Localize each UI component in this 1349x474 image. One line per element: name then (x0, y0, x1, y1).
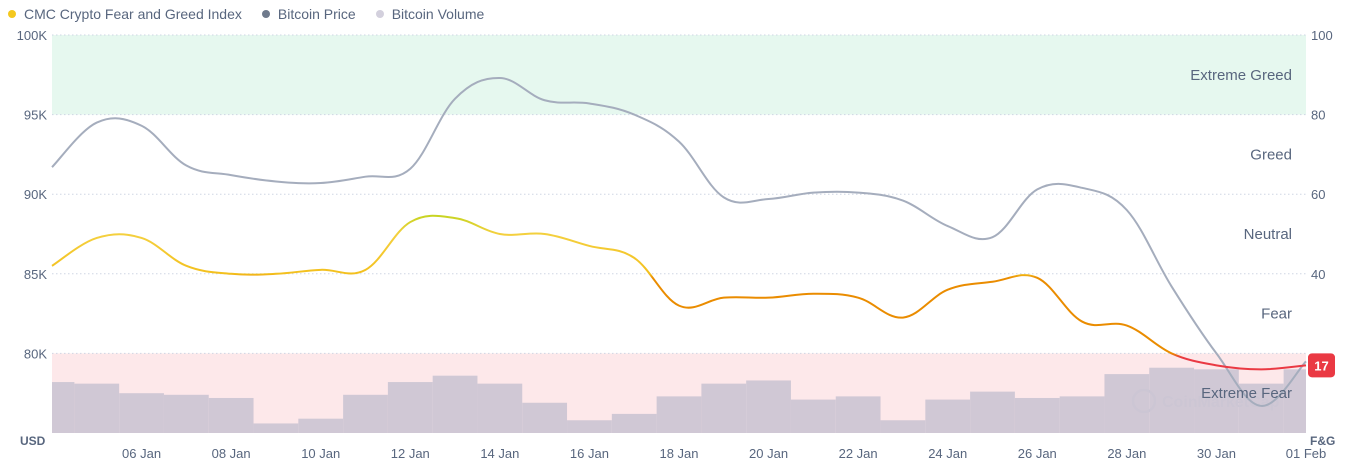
y-right-tick-80: 80 (1311, 108, 1325, 123)
x-tick-30-jan: 30 Jan (1197, 446, 1236, 461)
current-badge-value: 17 (1314, 358, 1328, 373)
zone-label-extreme-greed: Extreme Greed (1190, 67, 1292, 84)
y-left-tick-95k: 95K (24, 108, 47, 123)
y-left-unit: USD (20, 434, 46, 448)
volume-bar-18 (835, 396, 881, 433)
x-tick-26-jan: 26 Jan (1018, 446, 1057, 461)
legend-label-fear-greed: CMC Crypto Fear and Greed Index (24, 6, 242, 22)
volume-bar-21 (970, 391, 1015, 433)
chart-legend: CMC Crypto Fear and Greed Index Bitcoin … (8, 4, 484, 24)
y-left-tick-85k: 85K (24, 267, 47, 282)
x-tick-10-jan: 10 Jan (301, 446, 340, 461)
x-tick-20-jan: 20 Jan (749, 446, 788, 461)
volume-bar-8 (387, 382, 433, 433)
volume-bar-27 (1238, 383, 1284, 433)
volume-bar-16 (746, 380, 791, 433)
y-right-tick-40: 40 (1311, 267, 1325, 282)
y-right-tick-60: 60 (1311, 187, 1325, 202)
volume-bar-1 (74, 383, 120, 433)
volume-bar-22 (1014, 397, 1060, 433)
legend-dot-bitcoin-volume (375, 10, 384, 18)
volume-bar-7 (343, 394, 388, 433)
legend-item-bitcoin-volume[interactable]: Bitcoin Volume (375, 6, 485, 22)
volume-bar-0 (52, 382, 75, 433)
x-tick-01-feb: 01 Feb (1286, 446, 1326, 461)
volume-bar-3 (163, 394, 209, 433)
volume-bar-12 (567, 420, 612, 433)
x-tick-16-jan: 16 Jan (570, 446, 609, 461)
y-left-tick-100k: 100K (17, 28, 48, 43)
x-tick-24-jan: 24 Jan (928, 446, 967, 461)
x-tick-06-jan: 06 Jan (122, 446, 161, 461)
x-tick-22-jan: 22 Jan (839, 446, 878, 461)
current-badge-bg (1308, 353, 1335, 378)
fear-greed-line (51, 214, 1307, 371)
zone-label-greed: Greed (1250, 146, 1292, 163)
legend-item-bitcoin-price[interactable]: Bitcoin Price (261, 6, 356, 22)
volume-bar-6 (298, 418, 344, 433)
volume-bar-14 (656, 396, 702, 433)
x-tick-28-jan: 28 Jan (1107, 446, 1146, 461)
y-left-tick-90k: 90K (24, 187, 47, 202)
legend-label-bitcoin-price: Bitcoin Price (277, 6, 356, 22)
x-tick-18-jan: 18 Jan (659, 446, 698, 461)
x-tick-14-jan: 14 Jan (480, 446, 519, 461)
volume-bar-13 (611, 413, 657, 433)
legend-item-fear-greed[interactable]: CMC Crypto Fear and Greed Index (8, 6, 242, 22)
zone-label-neutral: Neutral (1244, 226, 1292, 243)
volume-bar-24 (1104, 374, 1150, 433)
volume-bar-15 (701, 383, 747, 433)
volume-bar-2 (119, 393, 164, 433)
volume-bar-11 (522, 402, 568, 433)
volume-bar-5 (253, 423, 299, 433)
legend-dot-fear-greed (8, 10, 16, 18)
legend-label-bitcoin-volume: Bitcoin Volume (391, 6, 485, 22)
volume-bar-4 (208, 397, 254, 433)
x-tick-12-jan: 12 Jan (391, 446, 430, 461)
volume-bars (52, 367, 1306, 433)
y-right-tick-100: 100 (1311, 28, 1333, 43)
volume-bar-25 (1149, 367, 1195, 433)
bitcoin-price-line (51, 76, 1307, 407)
volume-bar-9 (432, 375, 478, 433)
zone-band-extreme-greed (52, 35, 1306, 115)
y-right-unit: F&G (1310, 434, 1335, 448)
x-tick-08-jan: 08 Jan (212, 446, 251, 461)
volume-bar-19 (880, 420, 926, 433)
volume-bar-23 (1059, 396, 1105, 433)
volume-bar-17 (790, 399, 836, 433)
volume-bar-20 (925, 399, 971, 433)
volume-bar-26 (1194, 369, 1239, 433)
zone-label-extreme-fear: Extreme Fear (1201, 385, 1292, 402)
volume-bar-10 (477, 383, 523, 433)
y-left-tick-80k: 80K (24, 346, 47, 361)
legend-dot-bitcoin-price (261, 10, 270, 18)
current-value-badge: 17 (1308, 353, 1335, 378)
zone-label-fear: Fear (1261, 306, 1292, 323)
